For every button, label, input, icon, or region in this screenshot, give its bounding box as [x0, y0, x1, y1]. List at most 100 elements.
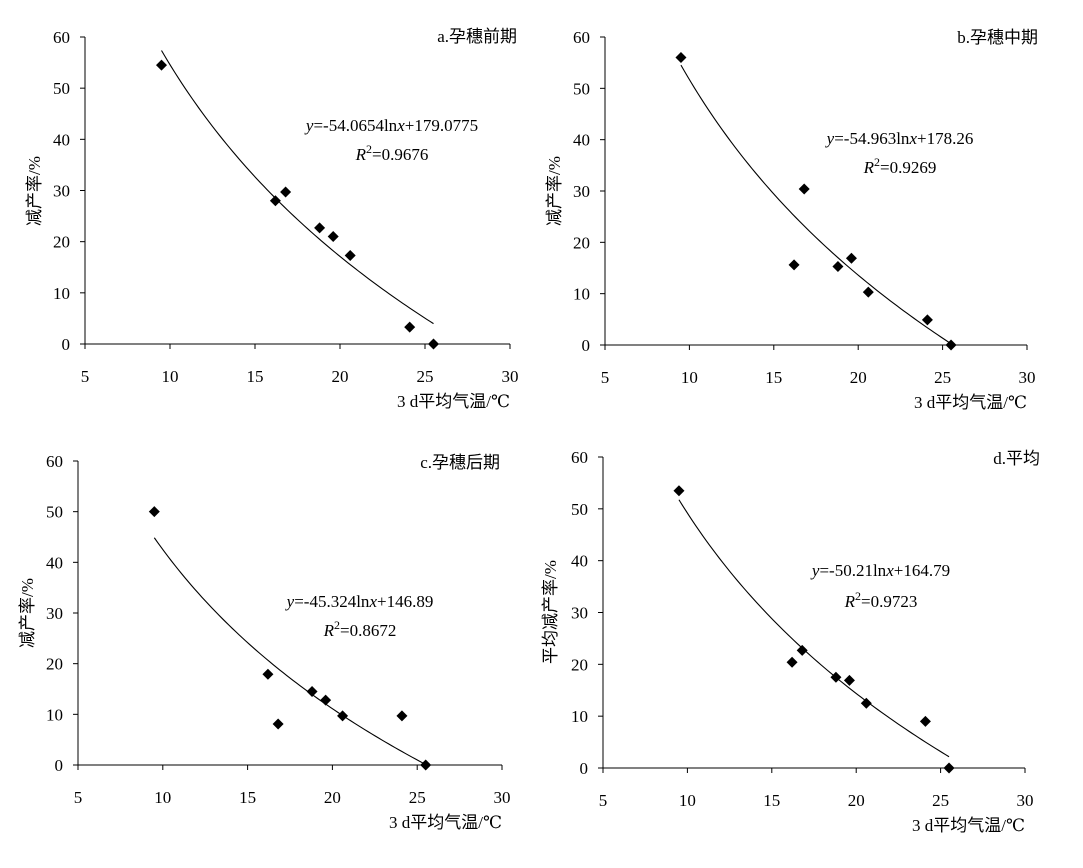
x-axis-title: 3 d平均气温/℃ [914, 393, 1027, 412]
trendline-curve [678, 499, 950, 758]
y-tick-label: 30 [53, 182, 70, 201]
equation-y-var: y [285, 592, 295, 611]
equation-x-var: x [885, 561, 894, 580]
regression-equation: y=-54.0654lnx+179.0775 [304, 116, 478, 135]
y-tick-label: 10 [46, 705, 63, 724]
data-point-marker [404, 321, 416, 333]
data-point-marker [843, 674, 855, 686]
r-squared-value: =0.9269 [880, 158, 936, 177]
x-tick-label: 25 [417, 367, 434, 386]
equation-x-var: x [368, 592, 377, 611]
x-tick-label: 5 [81, 367, 90, 386]
y-tick-label: 40 [573, 131, 590, 150]
x-tick-label: 10 [154, 788, 171, 807]
y-tick-label: 20 [573, 233, 590, 252]
data-point-marker [786, 656, 798, 668]
x-tick-label: 30 [1017, 791, 1034, 810]
data-point-marker [269, 195, 281, 207]
equation-y-var: y [810, 561, 820, 580]
x-tick-label: 10 [679, 791, 696, 810]
y-tick-label: 20 [571, 655, 588, 674]
regression-equation: y=-50.21lnx+164.79 [810, 561, 950, 580]
data-point-marker [788, 259, 800, 271]
x-tick-label: 20 [324, 788, 341, 807]
data-point-marker [280, 186, 292, 198]
x-tick-label: 5 [599, 791, 608, 810]
x-tick-label: 15 [247, 367, 264, 386]
data-point-marker [943, 762, 955, 774]
y-tick-label: 20 [46, 655, 63, 674]
data-point-marker [420, 759, 432, 771]
data-point-marker [344, 249, 356, 261]
x-axis-title: 3 d平均气温/℃ [397, 392, 510, 411]
r-squared-label: R2=0.9676 [355, 142, 429, 164]
r-squared-label: R2=0.9269 [863, 155, 937, 177]
data-point-marker [675, 52, 687, 64]
y-tick-label: 0 [62, 335, 71, 354]
y-tick-label: 40 [46, 553, 63, 572]
x-tick-label: 20 [848, 791, 865, 810]
equation-constant: +146.89 [377, 592, 433, 611]
data-point-marker [830, 671, 842, 683]
chart-panel-c: 0 10 20 30 40 50 60 5 10 15 20 25 30 c.孕穗后期 3 d平均气温/℃ 减… [18, 452, 511, 832]
panel-title: b.孕穗中期 [957, 28, 1038, 47]
y-tick-label: 40 [571, 552, 588, 571]
y-tick-label: 60 [573, 28, 590, 47]
equation-body: =-54.963ln [834, 129, 910, 148]
data-point-marker [262, 668, 274, 680]
x-axis-title: 3 d平均气温/℃ [389, 813, 502, 832]
r-squared-exponent: 2 [855, 589, 861, 603]
equation-constant: +179.0775 [405, 116, 478, 135]
r-squared-label: R2=0.9723 [844, 589, 918, 611]
equation-body: =-50.21ln [819, 561, 886, 580]
regression-equation: y=-45.324lnx+146.89 [285, 592, 434, 611]
x-axis-title: 3 d平均气温/℃ [912, 816, 1025, 835]
data-point-marker [156, 59, 167, 71]
y-axis-title: 减产率/% [545, 156, 564, 226]
y-tick-label: 0 [580, 759, 589, 778]
data-point-marker [320, 694, 332, 706]
chart-panel-d: 0 10 20 30 40 50 60 5 10 15 20 25 30 d.平均 3 d平均气温/℃ 平均减… [541, 448, 1040, 835]
y-tick-label: 60 [53, 28, 70, 47]
data-point-marker [919, 715, 931, 727]
x-tick-label: 10 [162, 367, 179, 386]
y-tick-label: 10 [571, 707, 588, 726]
r-squared-label: R2=0.8672 [323, 618, 397, 640]
r-squared-value: =0.9723 [861, 592, 917, 611]
r-squared-symbol: R [355, 145, 367, 164]
data-point-marker [327, 231, 339, 243]
data-point-marker [862, 286, 874, 298]
y-axis-title: 减产率/% [18, 578, 37, 648]
y-tick-label: 10 [53, 284, 70, 303]
x-tick-label: 5 [74, 788, 83, 807]
r-squared-value: =0.8672 [340, 621, 396, 640]
y-axis-title: 平均减产率/% [541, 560, 560, 664]
equation-constant: +178.26 [917, 129, 973, 148]
x-tick-label: 30 [494, 788, 511, 807]
equation-y-var: y [304, 116, 314, 135]
data-point-marker [337, 710, 349, 722]
data-point-marker [860, 697, 872, 709]
y-tick-label: 60 [571, 448, 588, 467]
y-tick-label: 30 [571, 604, 588, 623]
trendline-curve [680, 64, 952, 345]
data-point-marker [796, 644, 808, 656]
y-tick-label: 50 [53, 79, 70, 98]
data-point-marker [921, 314, 933, 326]
trendline-curve [161, 50, 434, 325]
equation-body: =-54.0654ln [313, 116, 397, 135]
chart-panel-a: 0 10 20 30 40 50 60 5 10 15 20 25 30 a.孕穗前期 3 d平均气温/℃ 减… [25, 27, 519, 411]
data-point-marker [314, 222, 326, 234]
x-tick-label: 15 [239, 788, 256, 807]
r-squared-symbol: R [863, 158, 875, 177]
data-point-marker [945, 339, 957, 351]
x-tick-label: 25 [932, 791, 949, 810]
equation-y-var: y [825, 129, 835, 148]
r-squared-symbol: R [323, 621, 335, 640]
chart-panel-b: 0 10 20 30 40 50 60 5 10 15 20 25 30 b.孕穗中期 3 d平均气温/℃ 减… [545, 28, 1038, 412]
y-tick-label: 0 [55, 756, 64, 775]
data-point-marker [845, 252, 857, 264]
r-squared-exponent: 2 [366, 142, 372, 156]
y-tick-label: 0 [582, 336, 591, 355]
